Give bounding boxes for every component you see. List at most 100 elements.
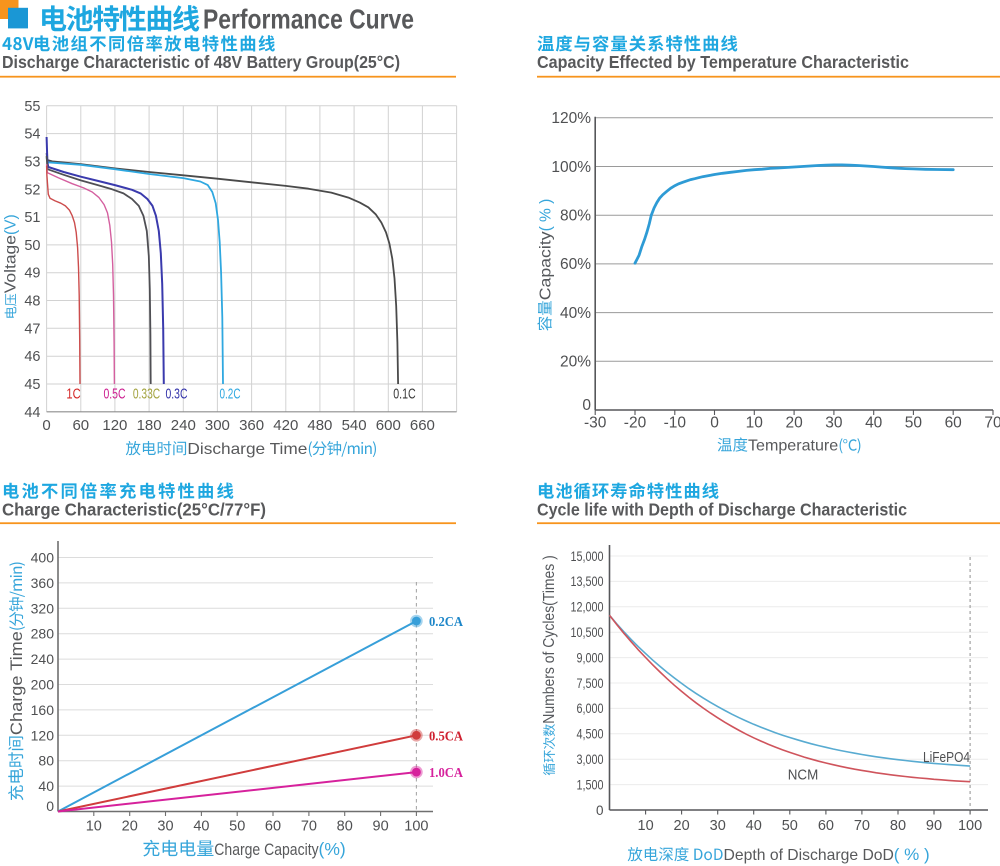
svg-text:90: 90 — [926, 818, 942, 834]
svg-text:0.5C: 0.5C — [103, 386, 125, 403]
svg-text:6,000: 6,000 — [577, 701, 604, 716]
svg-text:1C: 1C — [66, 386, 80, 403]
svg-text:0.5CA: 0.5CA — [429, 729, 464, 744]
svg-text:10: 10 — [638, 818, 654, 834]
svg-text:20: 20 — [785, 415, 803, 432]
svg-text:Discharge Characteristic of 48: Discharge Characteristic of 48V Battery … — [2, 52, 400, 72]
svg-text:NCM: NCM — [788, 768, 819, 784]
svg-text:(V): (V) — [3, 214, 20, 235]
svg-text:10: 10 — [86, 819, 102, 835]
svg-text:Temperature: Temperature — [748, 438, 838, 455]
svg-text:7,500: 7,500 — [577, 676, 604, 691]
svg-text:50: 50 — [229, 819, 245, 835]
svg-text:0.2C: 0.2C — [220, 386, 241, 403]
svg-text:-20: -20 — [624, 415, 647, 432]
svg-text:45: 45 — [24, 377, 40, 393]
svg-text:Numbers of Cycles(Times ): Numbers of Cycles(Times ) — [541, 555, 558, 724]
svg-text:240: 240 — [171, 417, 196, 434]
svg-text:47: 47 — [24, 321, 40, 337]
svg-text:40: 40 — [193, 819, 209, 835]
svg-text:80: 80 — [890, 818, 906, 834]
svg-text:LiFePO4: LiFePO4 — [923, 750, 970, 766]
svg-text:12,000: 12,000 — [571, 600, 604, 615]
svg-text:70: 70 — [301, 819, 317, 835]
svg-text:40: 40 — [865, 415, 883, 432]
svg-text:Depth of Discharge DoD: Depth of Discharge DoD — [724, 847, 894, 864]
svg-text:600: 600 — [376, 417, 401, 434]
svg-text:49: 49 — [24, 266, 40, 282]
svg-text:3,000: 3,000 — [577, 752, 604, 767]
svg-text:0.3C: 0.3C — [166, 386, 188, 403]
svg-text:300: 300 — [205, 417, 230, 434]
svg-text:60: 60 — [945, 415, 963, 432]
svg-text:10: 10 — [746, 415, 764, 432]
svg-text:13,500: 13,500 — [571, 574, 604, 589]
svg-text:70: 70 — [854, 818, 870, 834]
svg-text:10,500: 10,500 — [571, 625, 604, 640]
svg-text:53: 53 — [24, 154, 40, 170]
svg-text:100: 100 — [404, 819, 428, 835]
svg-text:40: 40 — [38, 778, 54, 794]
svg-text:70: 70 — [984, 415, 1000, 432]
svg-text:( % ): ( % ) — [538, 199, 555, 232]
svg-text:100%: 100% — [551, 159, 591, 176]
svg-text:280: 280 — [31, 626, 55, 642]
svg-text:60: 60 — [265, 819, 281, 835]
svg-text:1,500: 1,500 — [577, 777, 604, 792]
svg-text:60%: 60% — [560, 256, 591, 273]
svg-text:0: 0 — [46, 798, 54, 814]
svg-text:-30: -30 — [584, 415, 607, 432]
svg-text:4,500: 4,500 — [577, 727, 604, 742]
svg-text:Capacity: Capacity — [538, 231, 555, 300]
svg-text:360: 360 — [31, 575, 55, 591]
svg-text:320: 320 — [31, 600, 55, 616]
svg-text:-10: -10 — [664, 415, 687, 432]
svg-text:Discharge Time: Discharge Time — [187, 441, 307, 458]
svg-text:0.33C: 0.33C — [133, 386, 160, 403]
svg-text:Charge Time: Charge Time — [8, 631, 26, 735]
svg-text:15,000: 15,000 — [571, 549, 604, 564]
svg-text:480: 480 — [307, 417, 332, 434]
svg-text:90: 90 — [373, 819, 389, 835]
svg-text:180: 180 — [137, 417, 162, 434]
svg-text:52: 52 — [24, 182, 40, 198]
svg-text:60: 60 — [818, 818, 834, 834]
svg-text:200: 200 — [31, 677, 55, 693]
svg-text:20%: 20% — [560, 354, 591, 371]
svg-text:540: 540 — [342, 417, 367, 434]
svg-text:80: 80 — [337, 819, 353, 835]
svg-text:0.1C: 0.1C — [393, 386, 416, 403]
svg-text:(%): (%) — [319, 839, 346, 859]
svg-text:30: 30 — [710, 818, 726, 834]
svg-text:120: 120 — [102, 417, 127, 434]
svg-text:44: 44 — [24, 405, 40, 421]
svg-text:100: 100 — [958, 818, 982, 834]
svg-text:Charge Capacity: Charge Capacity — [214, 840, 319, 859]
svg-text:120%: 120% — [551, 110, 591, 127]
svg-text:48: 48 — [24, 294, 40, 310]
svg-text:120: 120 — [31, 727, 55, 743]
svg-text:60: 60 — [72, 417, 89, 434]
svg-text:0: 0 — [596, 803, 604, 818]
svg-text:80%: 80% — [560, 208, 591, 225]
svg-text:Cycle life with Depth of Disch: Cycle life with Depth of Discharge Chara… — [537, 500, 907, 520]
svg-text:400: 400 — [31, 550, 55, 566]
svg-text:1.0CA: 1.0CA — [429, 766, 464, 781]
svg-text:0: 0 — [710, 415, 719, 432]
svg-text:46: 46 — [24, 349, 40, 365]
svg-text:9,000: 9,000 — [577, 650, 604, 665]
svg-text:0: 0 — [582, 397, 591, 414]
svg-text:0.2CA: 0.2CA — [429, 615, 464, 630]
svg-text:0: 0 — [42, 417, 50, 434]
svg-text:20: 20 — [674, 818, 690, 834]
svg-text:30: 30 — [157, 819, 173, 835]
svg-text:54: 54 — [24, 127, 40, 143]
svg-text:51: 51 — [24, 210, 40, 226]
svg-text:20: 20 — [122, 819, 138, 835]
svg-text:55: 55 — [24, 99, 40, 115]
svg-text:Capacity Effected by Temperatu: Capacity Effected by Temperature Charact… — [537, 52, 909, 72]
svg-text:30: 30 — [825, 415, 843, 432]
svg-text:40%: 40% — [560, 305, 591, 322]
svg-text:360: 360 — [239, 417, 264, 434]
svg-text:Charge Characteristic(25°C/77°: Charge Characteristic(25°C/77°F) — [2, 500, 266, 520]
